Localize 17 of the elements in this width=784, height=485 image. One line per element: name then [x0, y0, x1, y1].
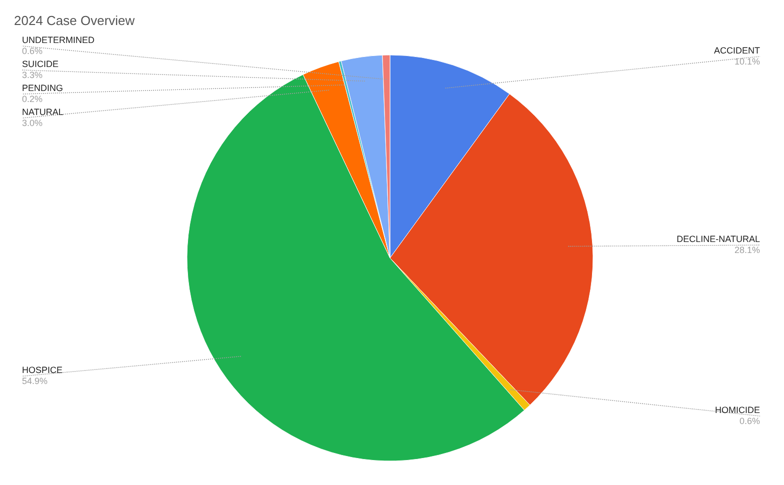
data-label: 3.3% — [22, 70, 43, 80]
slice-label: HOSPICE — [22, 365, 63, 376]
slice-label: HOMICIDE — [715, 405, 760, 416]
slice-label: SUICIDE — [22, 59, 59, 70]
data-label: 0.6% — [739, 416, 760, 426]
chart-title: 2024 Case Overview — [14, 13, 136, 28]
slice-label: UNDETERMINED — [22, 35, 95, 46]
data-label: 0.2% — [22, 94, 43, 104]
data-label: 0.6% — [22, 46, 43, 56]
slice-label: NATURAL — [22, 107, 64, 118]
data-label: 54.9% — [22, 376, 48, 386]
slice-label: DECLINE-NATURAL — [676, 234, 760, 244]
slice-label: PENDING — [22, 83, 64, 94]
data-label: 28.1% — [734, 245, 760, 256]
data-label: 10.1% — [734, 56, 760, 66]
slice-label: ACCIDENT — [714, 45, 760, 56]
data-label: 3.0% — [22, 118, 43, 128]
